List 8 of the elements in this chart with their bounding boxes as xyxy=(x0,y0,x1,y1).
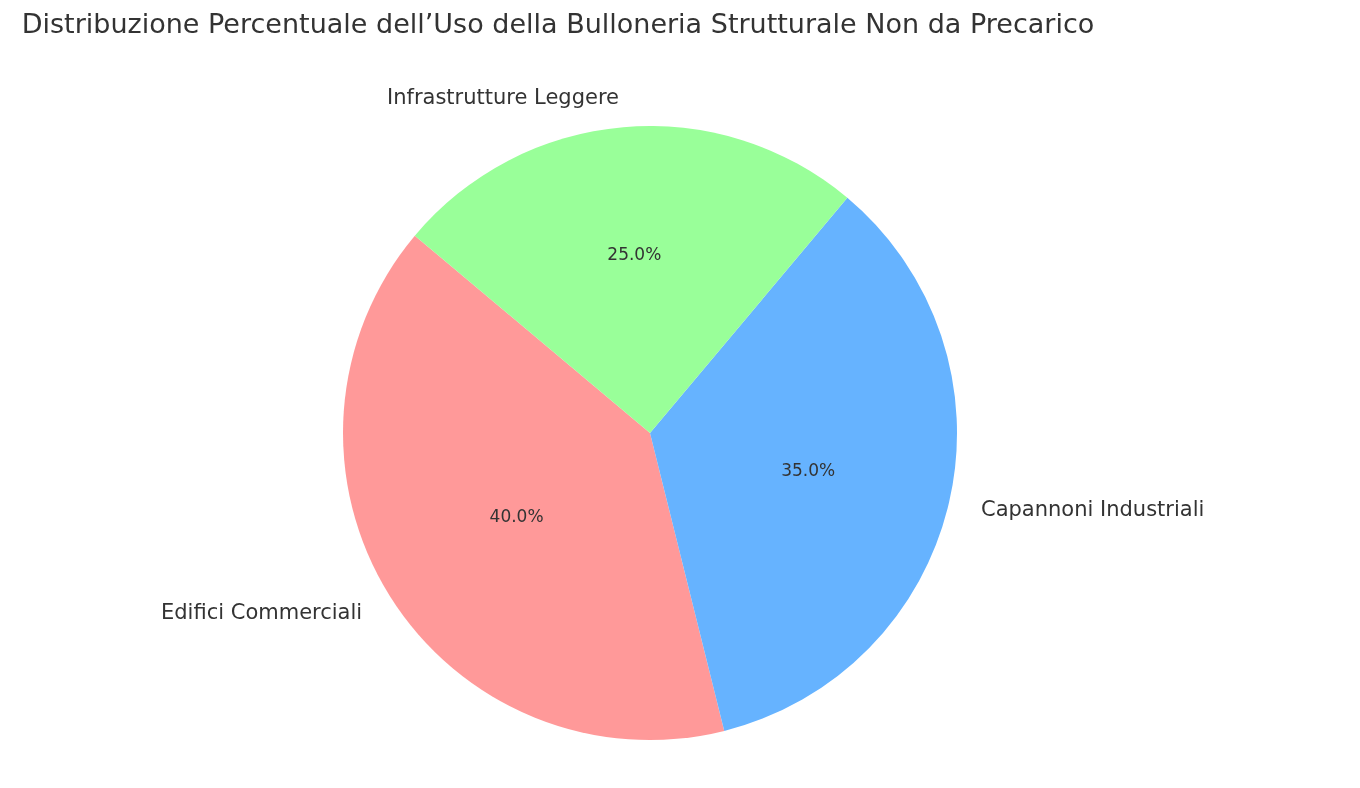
data-label: 35.0% xyxy=(781,459,836,480)
data-label: 25.0% xyxy=(607,243,662,264)
chart-title: Distribuzione Percentuale dell’Uso della Bulloneria Strutturale Non da Precarico xyxy=(21,7,1095,39)
slice-label: Capannoni Industriali xyxy=(981,497,1205,521)
data-label: 40.0% xyxy=(489,506,544,527)
slice-label: Infrastrutture Leggere xyxy=(387,85,619,109)
slice-label: Edifici Commerciali xyxy=(161,600,363,624)
pie-slice xyxy=(414,126,848,433)
